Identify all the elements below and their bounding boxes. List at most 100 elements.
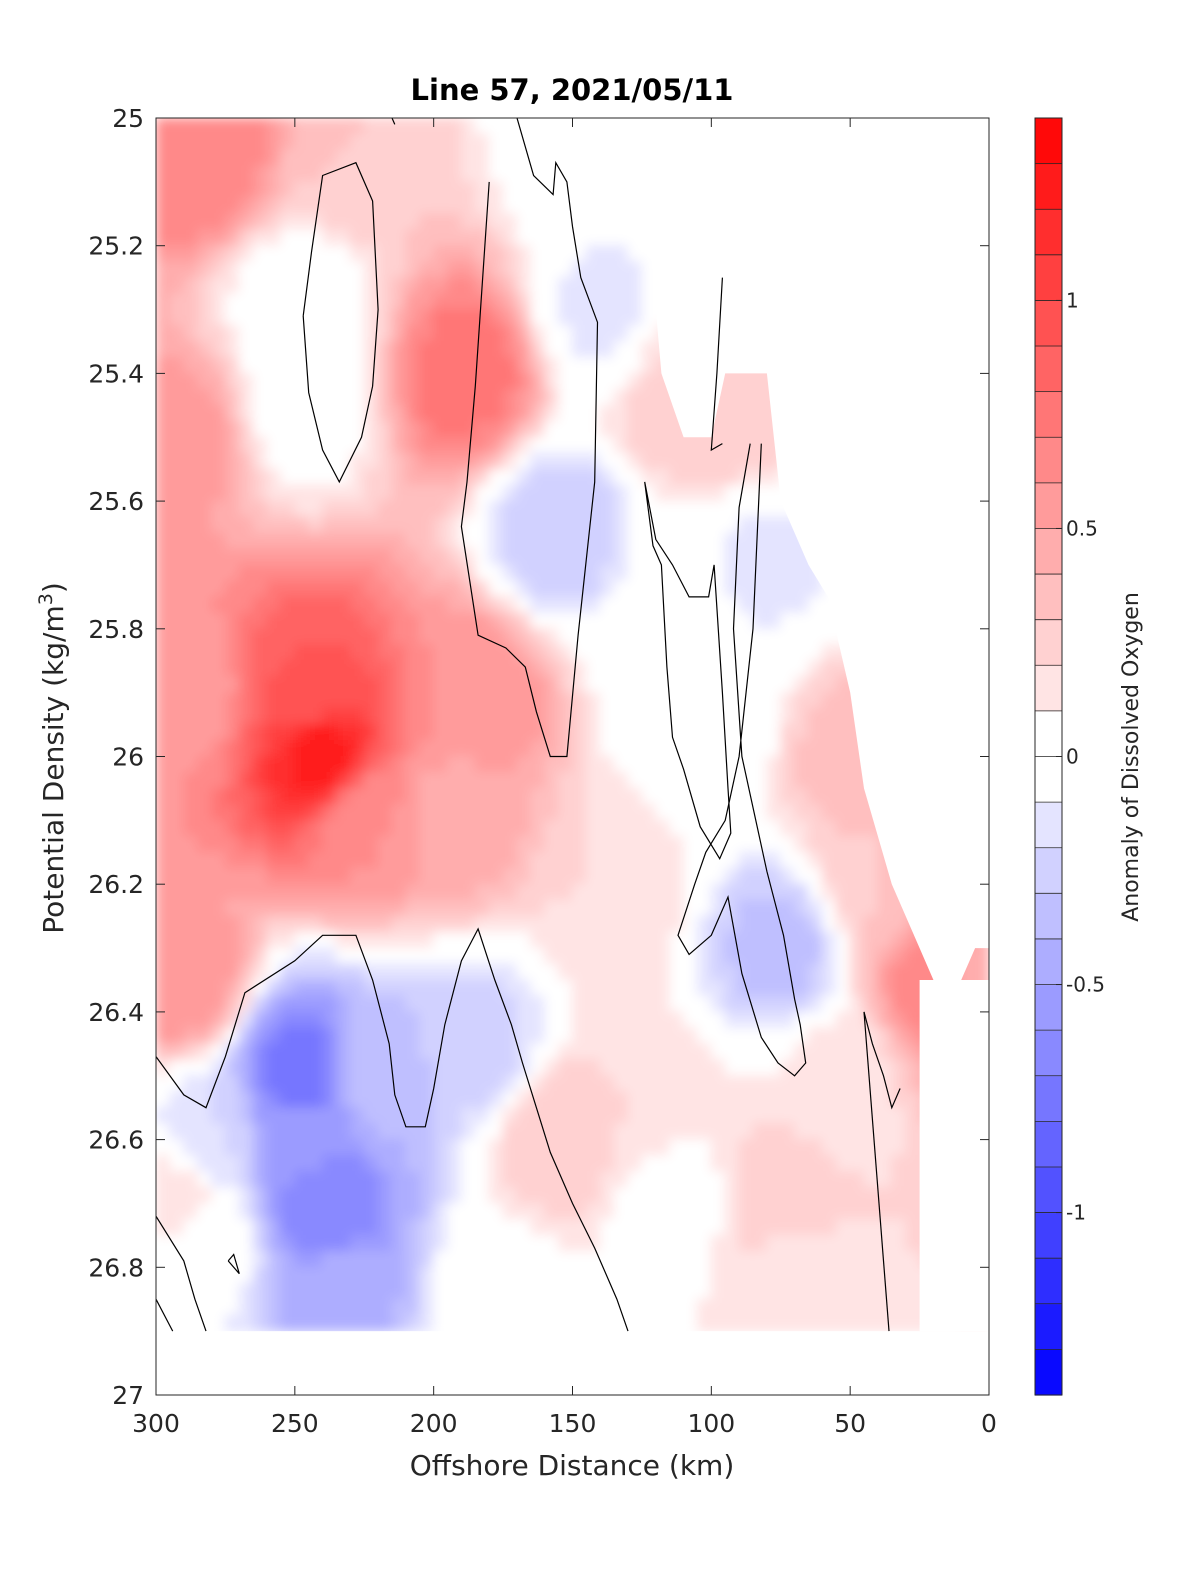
anomaly-cell [530,995,546,1013]
anomaly-cell [252,628,268,646]
anomaly-cell [363,197,379,215]
anomaly-cell [322,947,337,965]
anomaly-cell [280,1171,296,1188]
anomaly-cell [419,1155,435,1173]
anomaly-cell [530,165,546,183]
anomaly-cell [696,803,712,821]
anomaly-cell [766,628,782,646]
anomaly-cell [544,1059,560,1077]
anomaly-cell [710,1123,726,1141]
anomaly-cell [183,1171,199,1188]
anomaly-cell [794,1155,810,1173]
anomaly-cell [433,1123,449,1141]
anomaly-cell [169,660,185,678]
anomaly-cell [488,708,504,726]
anomaly-cell [516,963,532,981]
anomaly-cell [238,835,254,853]
anomaly-cell [683,452,698,470]
anomaly-cell [419,1282,435,1300]
anomaly-cell [156,724,171,742]
anomaly-cell [335,1107,351,1125]
anomaly-cell [849,1282,865,1300]
anomaly-cell [696,468,712,486]
anomaly-cell [738,628,754,646]
anomaly-cell [238,548,254,566]
anomaly-cell [641,963,657,981]
anomaly-cell [433,1282,449,1300]
anomaly-cell [335,229,351,247]
anomaly-cell [474,787,490,805]
anomaly-cell [599,947,615,965]
anomaly-cell [349,979,365,997]
anomaly-cell [224,1171,240,1188]
anomaly-cell [683,1266,698,1284]
anomaly-cell [252,1091,268,1109]
anomaly-cell [447,165,462,183]
anomaly-cell [156,1075,171,1093]
anomaly-cell [655,708,671,726]
anomaly-cell [627,309,643,327]
anomaly-cell [419,740,435,757]
anomaly-cell [224,356,240,374]
anomaly-cell [197,771,213,789]
anomaly-cell [696,979,712,997]
anomaly-cell [156,1155,171,1173]
anomaly-cell [641,883,657,901]
anomaly-cell [433,436,449,454]
anomaly-cell [238,1027,254,1045]
anomaly-cell [488,819,504,837]
anomaly-cell [738,1075,754,1093]
anomaly-cell [211,309,226,327]
anomaly-cell [502,596,518,614]
anomaly-cell [266,372,282,390]
anomaly-cell [322,516,337,534]
anomaly-cell [502,819,518,837]
anomaly-cell [669,947,685,965]
anomaly-cell [183,660,199,678]
anomaly-cell [738,660,754,678]
anomaly-cell [280,197,296,215]
y-axis-label: Potential Density (kg/m3) [35,582,70,934]
anomaly-cell [558,500,573,518]
anomaly-cell [238,309,254,327]
anomaly-cell [794,1171,810,1188]
anomaly-cell [238,628,254,646]
anomaly-cell [335,1171,351,1188]
chart-title: Line 57, 2021/05/11 [411,73,734,107]
anomaly-cell [335,596,351,614]
anomaly-cell [460,165,476,183]
anomaly-cell [683,883,698,901]
colorbar-band [1035,1166,1062,1214]
anomaly-cell [572,692,587,710]
anomaly-cell [183,532,199,550]
anomaly-cell [488,851,504,869]
anomaly-cell [238,452,254,470]
anomaly-cell [655,963,671,981]
anomaly-cell [391,229,407,247]
anomaly-cell [891,1266,907,1284]
anomaly-cell [780,676,796,694]
anomaly-cell [377,628,393,646]
anomaly-cell [252,516,268,534]
anomaly-cell [419,1250,435,1268]
anomaly-cell [266,1075,282,1093]
anomaly-cell [599,819,615,837]
anomaly-cell [780,915,796,933]
anomaly-cell [627,1011,643,1029]
anomaly-cell [696,708,712,726]
anomaly-cell [627,1155,643,1173]
anomaly-cell [211,1011,226,1029]
anomaly-cell [169,452,185,470]
anomaly-cell [377,1091,393,1109]
anomaly-cell [502,340,518,358]
anomaly-cell [516,500,532,518]
anomaly-cell [197,867,213,885]
anomaly-cell [488,325,504,342]
anomaly-cell [696,1282,712,1300]
anomaly-cell [197,261,213,279]
anomaly-cell [558,867,573,885]
anomaly-cell [322,1091,337,1109]
anomaly-cell [377,1075,393,1093]
anomaly-cell [377,1186,393,1204]
anomaly-cell [710,692,726,710]
